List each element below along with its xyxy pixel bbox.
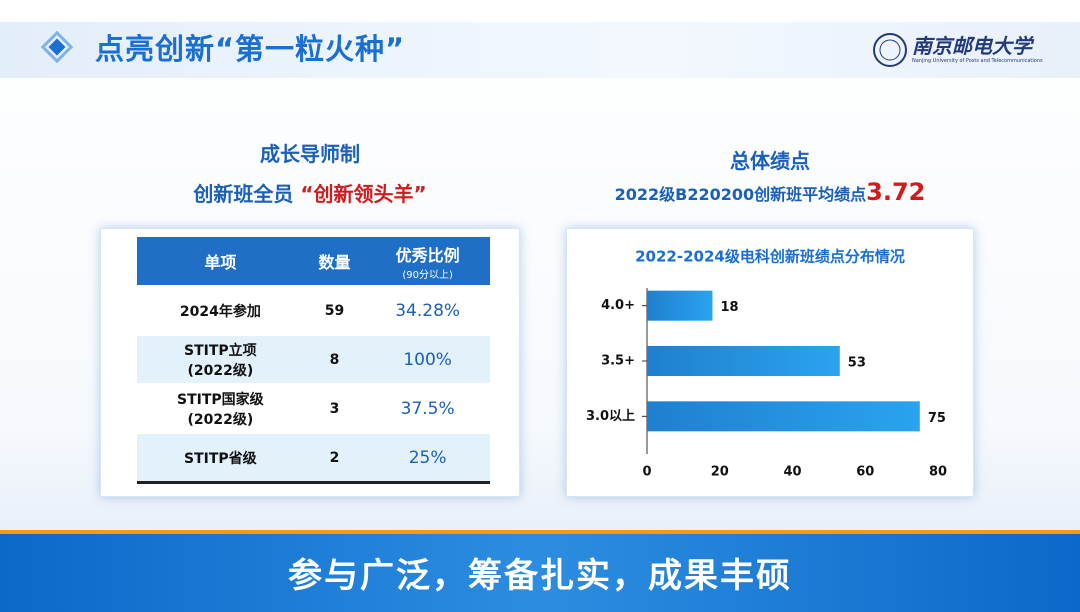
cell-text: STITP国家级 bbox=[177, 391, 264, 408]
table-cell: 59 bbox=[303, 285, 366, 335]
cell-text: 2024年参加 bbox=[179, 303, 261, 320]
cell-text: STITP省级 bbox=[184, 450, 257, 467]
table-cell: 2024年参加 bbox=[137, 285, 304, 335]
table-cell: 2 bbox=[303, 432, 366, 484]
table-row: STITP省级 2 25% bbox=[137, 432, 490, 484]
gpa-value: 3.72 bbox=[866, 178, 926, 206]
y-tick-label: 3.5+ bbox=[601, 354, 635, 369]
cell-text: 59 bbox=[324, 302, 345, 319]
bar bbox=[647, 346, 840, 376]
cell-text: 100% bbox=[403, 349, 452, 370]
table-row: STITP立项 (2022级) 8 100% bbox=[137, 334, 490, 384]
table-cell: STITP国家级 (2022级) bbox=[137, 383, 304, 433]
logo-emblem bbox=[873, 33, 907, 67]
logo-name: 南京邮电大学 bbox=[912, 34, 1032, 58]
logo-subtitle: Nanjing University of Posts and Telecomm… bbox=[912, 58, 1043, 64]
cell-text: 25% bbox=[408, 447, 447, 468]
cell-text: 8 bbox=[329, 351, 340, 368]
highlight: “创新领头羊” bbox=[300, 182, 427, 206]
gpa-label: 2022级B220200创新班平均绩点 bbox=[614, 185, 867, 204]
cell-text: 3 bbox=[329, 400, 340, 417]
x-tick-label: 20 bbox=[711, 465, 729, 480]
cell-text: 37.5% bbox=[400, 398, 455, 419]
left-heading: 成长导师制 bbox=[260, 142, 360, 166]
x-tick-label: 60 bbox=[856, 465, 874, 480]
column-header: 数量 bbox=[303, 237, 366, 286]
y-tick-label: 3.0以上 bbox=[586, 409, 635, 424]
chart-title: 2022-2024级电科创新班绩点分布情况 bbox=[635, 248, 905, 266]
cell-text: 34.28% bbox=[395, 300, 461, 321]
bar bbox=[647, 401, 920, 432]
stats-table: 单项 数量 优秀比例 (90分以上) 2024年参加 59 34.28% STITP立项 (20… bbox=[137, 237, 490, 484]
table-cell: 8 bbox=[303, 334, 366, 384]
x-tick-label: 80 bbox=[929, 465, 947, 480]
title-icon bbox=[40, 30, 74, 64]
column-subheader: (90分以上) bbox=[402, 269, 453, 281]
right-subheading: 2022级B220200创新班平均绩点3.72 bbox=[560, 178, 980, 206]
value-label: 53 bbox=[848, 356, 866, 371]
column-header: 单项 bbox=[137, 237, 304, 286]
footer-banner: 参与广泛，筹备扎实，成果丰硕 bbox=[288, 556, 792, 596]
cell-text: (2022级) bbox=[187, 362, 254, 379]
y-tick-label: 4.0+ bbox=[601, 298, 635, 313]
table-row: STITP国家级 (2022级) 3 37.5% bbox=[137, 383, 490, 433]
table-cell: 34.28% bbox=[365, 285, 490, 335]
subheading-text: 创新班全员 bbox=[193, 182, 294, 206]
table-cell: 37.5% bbox=[365, 383, 490, 433]
footer-band bbox=[0, 530, 1080, 612]
column-header-text: 优秀比例 bbox=[395, 245, 460, 265]
column-header: 优秀比例 (90分以上) bbox=[365, 237, 490, 286]
bar bbox=[647, 290, 713, 321]
chart: 2022-2024级电科创新班绩点分布情况 0 20 40 60 80 4.0+ 18 3.5… bbox=[586, 248, 947, 480]
table-cell: 25% bbox=[365, 432, 490, 484]
table-cell: STITP立项 (2022级) bbox=[137, 334, 304, 384]
table-cell: 3 bbox=[303, 383, 366, 433]
value-label: 18 bbox=[720, 300, 738, 315]
left-subheading: 创新班全员 “创新领头羊” bbox=[120, 178, 500, 207]
cell-text: (2022级) bbox=[187, 411, 254, 428]
value-label: 75 bbox=[928, 411, 946, 426]
x-tick-label: 0 bbox=[642, 465, 651, 480]
page-title: 点亮创新“第一粒火种” bbox=[95, 32, 406, 66]
x-tick-label: 40 bbox=[783, 465, 801, 480]
table-cell: 100% bbox=[365, 334, 490, 384]
column-header-text: 单项 bbox=[204, 253, 237, 272]
cell-text: 2 bbox=[329, 449, 340, 466]
cell-text: STITP立项 bbox=[184, 342, 257, 359]
table-row: 2024年参加 59 34.28% bbox=[137, 285, 490, 335]
right-heading: 总体绩点 bbox=[730, 149, 810, 173]
column-header-text: 数量 bbox=[318, 253, 351, 272]
table-cell: STITP省级 bbox=[137, 432, 304, 484]
